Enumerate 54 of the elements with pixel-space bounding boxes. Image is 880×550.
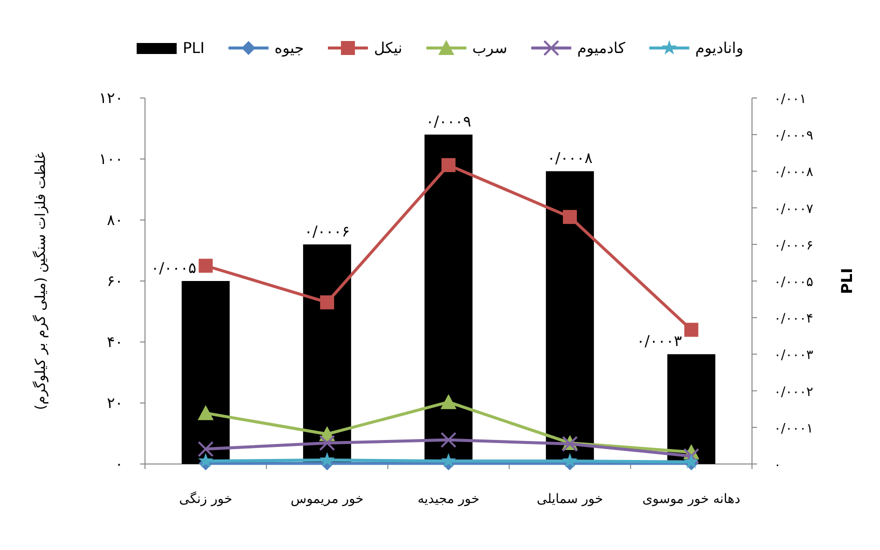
y-tick-label: ۸۰ <box>106 211 123 229</box>
data-label: ۰/۰۰۰۸ <box>547 149 593 168</box>
point <box>440 432 456 448</box>
y2-tick-label: ۰/۰۰۰۵ <box>774 275 814 290</box>
point <box>440 452 456 468</box>
y-tick-label: ۲۰ <box>106 394 123 412</box>
point <box>562 452 578 468</box>
legend-label: سرب <box>472 39 508 57</box>
y2-tick-label: ۰/۰۰۰۱ <box>774 421 814 436</box>
y-axis-title: غلظت فلزات سنگین (میلی گرم بر کیلوگرم) <box>32 152 49 410</box>
y-tick-label: ۶۰ <box>106 272 123 290</box>
y2-tick-label: ۰/۰۰۰۶ <box>774 238 814 254</box>
bar <box>667 354 716 464</box>
y2-tick-label: ۰/۰۰۱ <box>774 92 806 107</box>
y2-tick-label: ۰ <box>774 458 781 473</box>
point <box>684 322 698 337</box>
y-tick-label: ۱۰۰ <box>98 150 123 168</box>
x-tick-label: دهانه خور موسوی <box>642 492 740 507</box>
y-tick-label: ۱۲۰ <box>98 89 123 107</box>
y2-tick-label: ۰/۰۰۰۹ <box>774 128 814 144</box>
data-label: ۰/۰۰۰۳ <box>636 332 682 350</box>
x-tick-label: خور سمایلی <box>536 492 604 507</box>
y2-tick-label: ۰/۰۰۰۷ <box>774 202 814 217</box>
point <box>319 452 335 467</box>
x-tick-label: خور مجیدیه <box>418 492 480 507</box>
point <box>440 394 456 410</box>
point <box>319 434 336 451</box>
y2-tick-label: ۰/۰۰۰۳ <box>774 348 814 364</box>
bar <box>182 281 230 464</box>
y-tick-label: ۰ <box>114 455 123 473</box>
data-label: ۰/۰۰۰۶ <box>304 222 350 240</box>
point <box>198 441 214 458</box>
legend-label: نیکل <box>374 39 402 57</box>
x-tick-label: خور زنگی <box>179 491 232 507</box>
bar <box>303 244 352 464</box>
y-tick-label: ۴۰ <box>106 333 123 351</box>
point <box>198 405 214 420</box>
point <box>442 158 456 172</box>
point <box>320 295 334 310</box>
point <box>198 258 213 273</box>
data-label: ۰/۰۰۰۵ <box>151 259 196 277</box>
y2-axis-title: PLI <box>838 268 856 294</box>
legend-label: کادمیوم <box>577 39 626 57</box>
legend-label: جیوه <box>274 39 304 57</box>
data-label: ۰/۰۰۰۹ <box>426 112 472 131</box>
legend-label: وانادیوم <box>695 39 744 57</box>
point <box>198 452 214 468</box>
y2-tick-label: ۰/۰۰۰۲ <box>774 384 814 400</box>
point <box>683 448 700 464</box>
x-tick-label: خور مریموس <box>290 492 364 507</box>
y2-tick-label: ۰/۰۰۰۸ <box>774 165 814 180</box>
point <box>562 210 577 224</box>
legend-label: PLI <box>182 39 205 57</box>
y2-tick-label: ۰/۰۰۰۴ <box>774 312 814 327</box>
